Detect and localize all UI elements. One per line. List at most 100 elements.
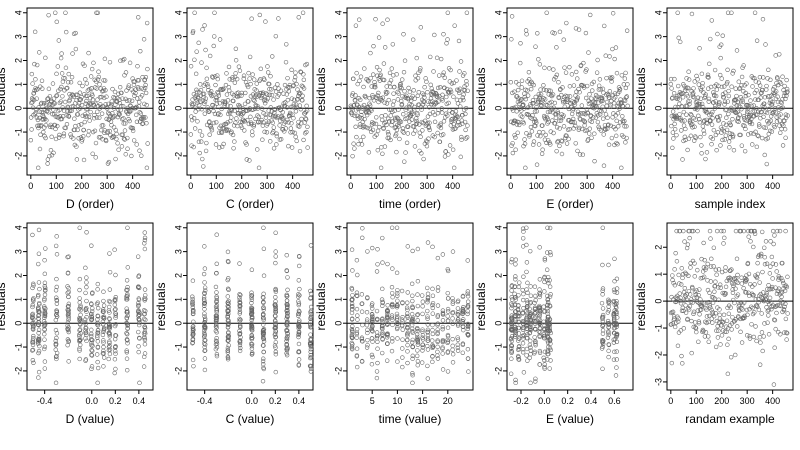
data-point: [214, 313, 220, 319]
data-point: [66, 315, 71, 320]
data-point: [512, 324, 518, 329]
y-tick-label: 0: [653, 106, 663, 111]
data-point: [136, 349, 141, 355]
data-point: [423, 76, 428, 81]
data-point: [190, 278, 196, 283]
data-point: [688, 133, 694, 139]
data-point: [141, 37, 147, 42]
data-point: [581, 60, 586, 66]
data-point: [214, 318, 219, 324]
data-point: [738, 104, 743, 110]
data-point: [425, 285, 430, 291]
data-point: [545, 297, 550, 303]
data-point: [672, 283, 678, 288]
data-point: [36, 335, 42, 340]
data-point: [266, 119, 272, 124]
data-point: [385, 17, 390, 22]
data-point: [124, 297, 129, 302]
data-point: [533, 326, 538, 332]
data-point: [100, 137, 105, 142]
data-point: [262, 129, 267, 135]
data-point: [612, 95, 618, 100]
data-point: [77, 106, 83, 111]
data-point: [273, 322, 278, 328]
data-point: [402, 159, 407, 164]
data-point: [552, 121, 558, 126]
data-point: [410, 319, 415, 325]
data-point: [365, 342, 370, 348]
data-point: [36, 337, 41, 342]
data-point: [512, 334, 518, 339]
y-axis-label: residuals: [0, 282, 8, 330]
data-point: [680, 118, 685, 124]
data-point: [546, 280, 551, 286]
data-point: [674, 259, 680, 264]
data-point: [246, 121, 252, 127]
data-point: [613, 45, 619, 50]
data-point: [617, 87, 623, 92]
data-point: [44, 118, 49, 123]
y-tick-label: -1: [333, 128, 343, 136]
data-point: [781, 123, 786, 128]
data-point: [202, 356, 208, 361]
data-point: [225, 309, 230, 314]
data-point: [448, 89, 454, 95]
data-point: [89, 342, 94, 348]
data-point: [107, 111, 112, 117]
data-point: [42, 116, 48, 122]
data-point: [78, 305, 83, 310]
data-point: [359, 301, 365, 306]
data-point: [714, 272, 719, 277]
data-point: [718, 342, 723, 347]
data-point: [268, 105, 273, 110]
data-point: [142, 85, 148, 91]
data-point: [284, 268, 289, 273]
data-point: [30, 347, 36, 353]
data-point: [226, 335, 231, 341]
data-point: [607, 95, 612, 100]
data-point: [698, 297, 703, 302]
data-point: [610, 11, 616, 16]
data-point: [388, 137, 393, 143]
data-point: [460, 293, 466, 299]
data-point: [53, 338, 58, 344]
data-point: [512, 118, 518, 124]
x-axis-label: randam example: [685, 412, 775, 426]
data-point: [261, 330, 267, 335]
data-point: [425, 343, 430, 349]
data-point: [127, 60, 133, 66]
data-point: [601, 90, 606, 95]
y-tick-label: 2: [493, 58, 503, 63]
data-point: [689, 318, 694, 324]
data-point: [725, 79, 730, 85]
data-point: [463, 111, 468, 117]
x-tick-label: 0: [28, 181, 33, 191]
data-point: [124, 287, 129, 293]
data-point: [349, 344, 355, 349]
data-point: [108, 132, 113, 138]
data-point: [390, 42, 396, 47]
data-point: [435, 85, 441, 91]
data-point: [123, 121, 128, 126]
data-point: [782, 288, 788, 294]
data-point: [42, 280, 48, 286]
data-point: [517, 122, 522, 128]
data-point: [774, 269, 779, 274]
data-point: [283, 126, 288, 131]
data-point: [561, 37, 566, 42]
data-point: [671, 280, 676, 286]
data-point: [614, 321, 619, 327]
data-point: [430, 302, 435, 308]
data-point: [299, 83, 304, 88]
data-point: [237, 309, 243, 314]
data-point: [602, 23, 607, 29]
data-point: [55, 123, 60, 129]
data-point: [45, 161, 50, 166]
y-tick-label: -1: [173, 128, 183, 136]
data-point: [117, 100, 123, 106]
data-point: [609, 135, 615, 141]
data-point: [120, 132, 125, 137]
data-point: [144, 20, 150, 26]
data-point: [80, 137, 85, 142]
data-point: [465, 299, 471, 304]
